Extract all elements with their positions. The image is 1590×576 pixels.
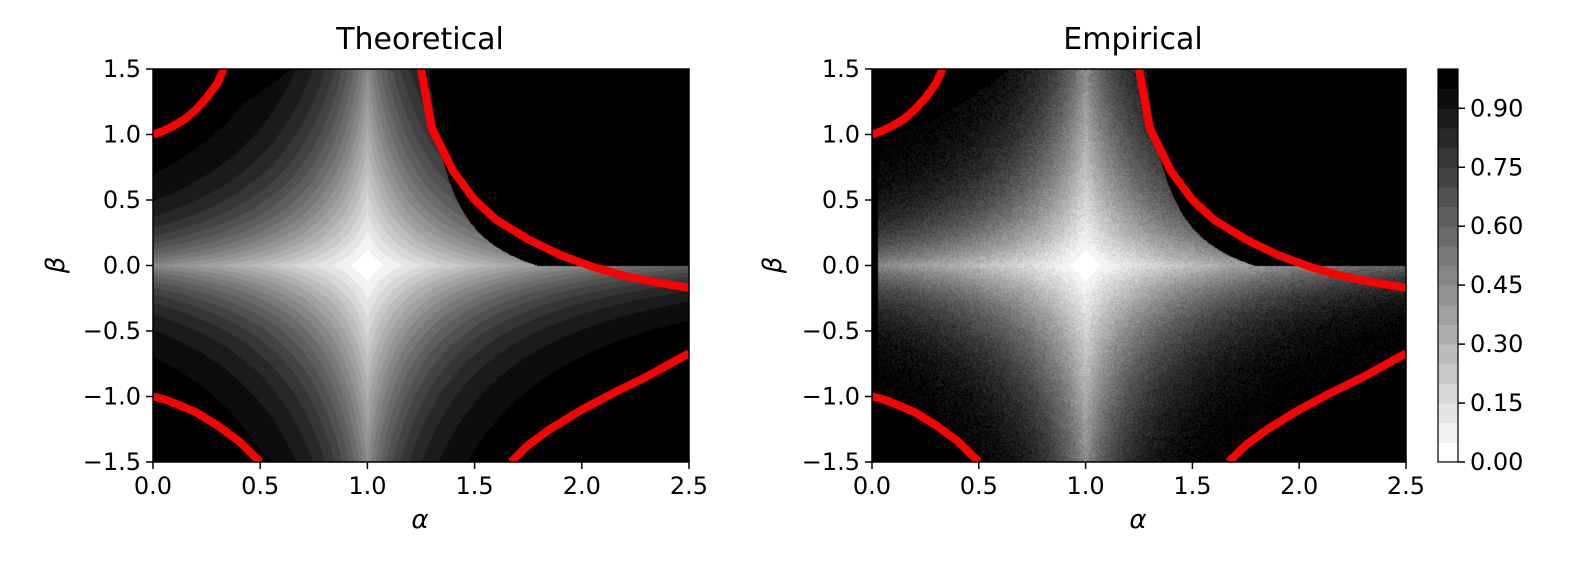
y-tick-label: 0.0: [103, 252, 141, 280]
x-tick-label: 1.5: [456, 472, 494, 500]
boundary-curve-lower-left: [153, 392, 264, 462]
colorbar-tick-label: 0.75: [1470, 153, 1523, 181]
y-tick-label: −1.0: [83, 383, 141, 411]
y-axis: 1.5 1.0 0.5 0.0 −0.5 −1.0 −1.5: [83, 55, 153, 476]
y-tick-label: 0.5: [822, 186, 860, 214]
y-tick-label: −0.5: [802, 317, 860, 345]
plot-area: [871, 68, 1407, 463]
colorbar-band: [1438, 206, 1458, 227]
colorbar-band: [1438, 108, 1458, 129]
heatmap-image: [872, 69, 1406, 462]
x-tick-label: 1.5: [1173, 472, 1211, 500]
colorbar-band: [1438, 403, 1458, 424]
colorbar-band: [1438, 69, 1458, 90]
colorbar-band: [1438, 147, 1458, 168]
x-axis: 0.0 0.5 1.0 1.5 2.0 2.5: [134, 462, 708, 500]
x-axis: 0.0 0.5 1.0 1.5 2.0 2.5: [853, 462, 1425, 500]
panel-theoretical: Theoretical 0.0 0.5 1.0 1.5 2.0 2.5 1.5 1.0 0.5…: [41, 22, 708, 535]
y-tick-label: −1.0: [802, 383, 860, 411]
boundary-curve-lower-right: [1225, 349, 1406, 462]
colorbar-band: [1438, 245, 1458, 266]
boundary-curve-lower-right: [508, 349, 689, 462]
colorbar-tick-label: 0.60: [1470, 212, 1523, 240]
x-tick-label: 0.0: [853, 472, 891, 500]
y-tick-label: 0.0: [822, 252, 860, 280]
colorbar-ticks: 0.00 0.15 0.30 0.45 0.60 0.75 0.90: [1458, 94, 1523, 476]
y-tick-label: 1.5: [103, 55, 141, 83]
colorbar-band: [1438, 127, 1458, 149]
colorbar-band: [1438, 265, 1458, 286]
x-tick-label: 0.0: [134, 472, 172, 500]
boundary-curves: [153, 69, 689, 462]
y-tick-label: −0.5: [83, 317, 141, 345]
colorbar-band: [1438, 304, 1458, 325]
colorbar-bands: [1438, 69, 1458, 463]
x-axis-label: α: [411, 505, 428, 535]
colorbar-tick-label: 0.45: [1470, 271, 1523, 299]
colorbar-frame: [1437, 68, 1459, 463]
colorbar-tick-label: 0.00: [1470, 448, 1523, 476]
colorbar-band: [1438, 285, 1458, 306]
boundary-curve-upper-left: [872, 69, 947, 139]
x-tick-label: 2.0: [563, 472, 601, 500]
colorbar-band: [1438, 88, 1458, 109]
panel-title: Empirical: [1063, 22, 1202, 57]
colorbar-band: [1438, 226, 1458, 247]
x-tick-label: 0.5: [960, 472, 998, 500]
colorbar-band: [1438, 324, 1458, 345]
y-tick-label: 0.5: [103, 186, 141, 214]
y-tick-label: 1.5: [822, 55, 860, 83]
y-axis-label: β: [41, 257, 71, 275]
colorbar-band: [1438, 442, 1458, 463]
colorbar-band: [1438, 344, 1458, 365]
colorbar-band: [1438, 363, 1458, 384]
colorbar-tick-label: 0.15: [1470, 389, 1523, 417]
y-tick-label: 1.0: [822, 121, 860, 149]
colorbar-tick-label: 0.90: [1470, 94, 1523, 122]
boundary-curve-lower-left: [872, 392, 982, 462]
x-tick-label: 2.5: [1387, 472, 1425, 500]
colorbar-band: [1438, 383, 1458, 404]
x-tick-label: 1.0: [348, 472, 386, 500]
heatmap-image: [153, 69, 689, 462]
boundary-curve-upper-left: [153, 69, 228, 139]
x-tick-label: 2.0: [1280, 472, 1318, 500]
x-tick-label: 0.5: [241, 472, 279, 500]
colorbar-band: [1438, 167, 1458, 188]
y-axis: 1.5 1.0 0.5 0.0 −0.5 −1.0 −1.5: [802, 55, 872, 476]
x-tick-label: 2.5: [670, 472, 708, 500]
x-axis-label: α: [1129, 505, 1146, 535]
colorbar-band: [1438, 186, 1458, 208]
y-tick-label: −1.5: [802, 448, 860, 476]
colorbar-band: [1438, 422, 1458, 443]
panel-empirical: Empirical 0.0 0.5 1.0 1.5 2.0 2.5 1.51.00.50.…: [758, 22, 1425, 535]
boundary-curves: [872, 69, 1406, 462]
boundary-curve-upper-right: [417, 69, 689, 292]
y-tick-label: 1.0: [103, 121, 141, 149]
x-tick-label: 1.0: [1067, 472, 1105, 500]
boundary-curve-upper-right: [1135, 69, 1406, 292]
colorbar: 0.00 0.15 0.30 0.45 0.60 0.75 0.90: [1437, 68, 1523, 476]
y-axis-label: β: [758, 257, 788, 275]
colorbar-tick-label: 0.30: [1470, 330, 1523, 358]
y-tick-label: −1.5: [83, 448, 141, 476]
panel-title: Theoretical: [335, 22, 504, 57]
plot-area: [152, 68, 690, 463]
